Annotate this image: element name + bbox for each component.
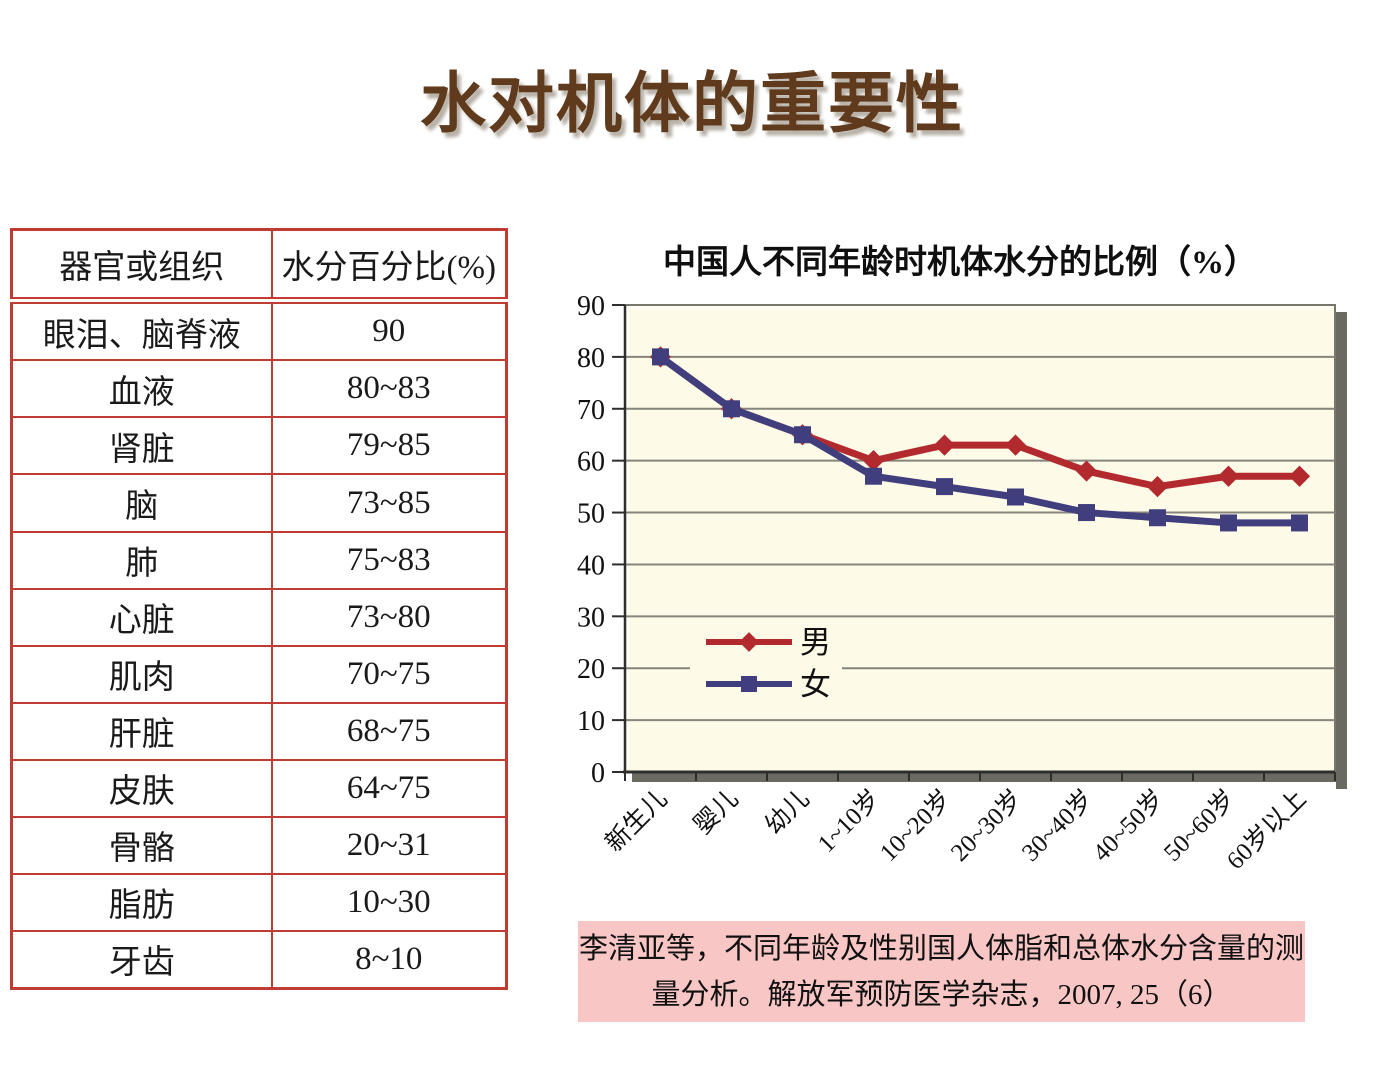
percent-cell: 79~85 xyxy=(270,416,508,476)
organ-cell: 皮肤 xyxy=(10,758,273,818)
organ-cell: 脑 xyxy=(10,473,273,533)
x-tick-label: 幼儿 xyxy=(760,784,815,839)
percent-cell: 90 xyxy=(270,299,508,362)
y-tick-label: 0 xyxy=(591,758,605,789)
marker-square-female xyxy=(794,426,811,444)
marker-square-female xyxy=(652,348,669,366)
plot-bevel-highlight xyxy=(626,306,1332,769)
marker-diamond-male xyxy=(1004,434,1027,456)
table-row: 心脏 73~80 xyxy=(10,587,508,647)
citation-line-2: 量分析。解放军预防医学杂志，2007, 25（6） xyxy=(651,978,1232,1011)
y-tick-label: 60 xyxy=(577,447,605,478)
percent-cell: 68~75 xyxy=(270,701,508,761)
plot-3d-bottom-wall xyxy=(632,773,1347,782)
table-row: 骨骼 20~31 xyxy=(10,815,508,875)
x-tick-label: 20~30岁 xyxy=(945,784,1027,866)
legend-label-male: 男 xyxy=(800,625,831,660)
y-tick-label: 90 xyxy=(577,291,605,322)
organ-cell: 心脏 xyxy=(10,587,273,647)
y-tick-label: 20 xyxy=(577,654,605,685)
series-line-female xyxy=(658,354,1300,527)
x-tick-label: 30~40岁 xyxy=(1016,784,1098,866)
percent-cell: 80~83 xyxy=(270,359,508,419)
legend-marker-female xyxy=(741,676,757,692)
y-tick-label: 30 xyxy=(577,602,605,633)
percent-cell: 10~30 xyxy=(270,872,508,932)
marker-diamond-male xyxy=(862,450,885,472)
percent-cell: 8~10 xyxy=(270,929,508,990)
chart-title: 中国人不同年龄时机体水分的比例（%） xyxy=(663,245,1257,281)
table-header-percent: 水分百分比(%) xyxy=(270,228,508,304)
marker-square-female xyxy=(1078,504,1095,522)
organ-cell: 骨骼 xyxy=(10,815,273,875)
water-content-table: 器官或组织 水分百分比(%) 眼泪、脑脊液 90 血液 80~83 肾脏 79~85 脑 73… xyxy=(10,228,508,990)
citation-box: 李清亚等，不同年龄及性别国人体脂和总体水分含量的测 量分析。解放军预防医学杂志，… xyxy=(578,921,1305,1022)
organ-cell: 肌肉 xyxy=(10,644,273,704)
plot-3d-right-wall xyxy=(1336,312,1347,789)
table-row: 脑 73~85 xyxy=(10,473,508,533)
y-tick-label: 40 xyxy=(577,550,605,581)
table-row: 肌肉 70~75 xyxy=(10,644,508,704)
organ-cell: 肾脏 xyxy=(10,416,273,476)
table-row: 牙齿 8~10 xyxy=(10,929,508,990)
citation-line-1: 李清亚等，不同年龄及性别国人体脂和总体水分含量的测 xyxy=(578,932,1304,965)
table-row: 眼泪、脑脊液 90 xyxy=(10,299,508,362)
percent-cell: 73~85 xyxy=(270,473,508,533)
percent-cell: 75~83 xyxy=(270,530,508,590)
marker-square-female xyxy=(1220,514,1237,532)
table-row: 皮肤 64~75 xyxy=(10,758,508,818)
organ-cell: 脂肪 xyxy=(10,872,273,932)
marker-square-female xyxy=(865,467,882,485)
percent-cell: 73~80 xyxy=(270,587,508,647)
table-row: 肝脏 68~75 xyxy=(10,701,508,761)
marker-square-female xyxy=(723,400,740,418)
page-title: 水对机体的重要性 xyxy=(420,66,964,140)
marker-square-female xyxy=(936,478,953,496)
organ-cell: 肺 xyxy=(10,530,273,590)
y-tick-label: 50 xyxy=(577,499,605,530)
organ-cell: 牙齿 xyxy=(10,929,273,990)
x-tick-label: 40~50岁 xyxy=(1087,784,1169,866)
table-row: 血液 80~83 xyxy=(10,359,508,419)
x-tick-label: 婴儿 xyxy=(689,785,743,839)
organ-cell: 眼泪、脑脊液 xyxy=(10,299,273,362)
table-row: 脂肪 10~30 xyxy=(10,872,508,932)
legend-background xyxy=(690,618,842,710)
x-tick-label: 新生儿 xyxy=(600,784,673,857)
y-tick-label: 80 xyxy=(577,343,605,374)
x-tick-label: 10~20岁 xyxy=(874,784,956,866)
y-tick-label: 10 xyxy=(577,706,605,737)
marker-diamond-male xyxy=(933,434,956,456)
organ-cell: 血液 xyxy=(10,359,273,419)
percent-cell: 70~75 xyxy=(270,644,508,704)
marker-square-female xyxy=(1291,514,1308,532)
marker-square-female xyxy=(1007,488,1024,506)
legend-label-female: 女 xyxy=(800,667,831,702)
table-row: 肾脏 79~85 xyxy=(10,416,508,476)
table-header-row: 器官或组织 水分百分比(%) xyxy=(10,228,508,304)
x-tick-label: 60岁以上 xyxy=(1221,784,1312,875)
marker-square-female xyxy=(1149,509,1166,527)
table-header-organ: 器官或组织 xyxy=(10,228,273,304)
percent-cell: 20~31 xyxy=(270,815,508,875)
percent-cell: 64~75 xyxy=(270,758,508,818)
table-row: 肺 75~83 xyxy=(10,530,508,590)
y-tick-label: 70 xyxy=(577,395,605,426)
organ-cell: 肝脏 xyxy=(10,701,273,761)
